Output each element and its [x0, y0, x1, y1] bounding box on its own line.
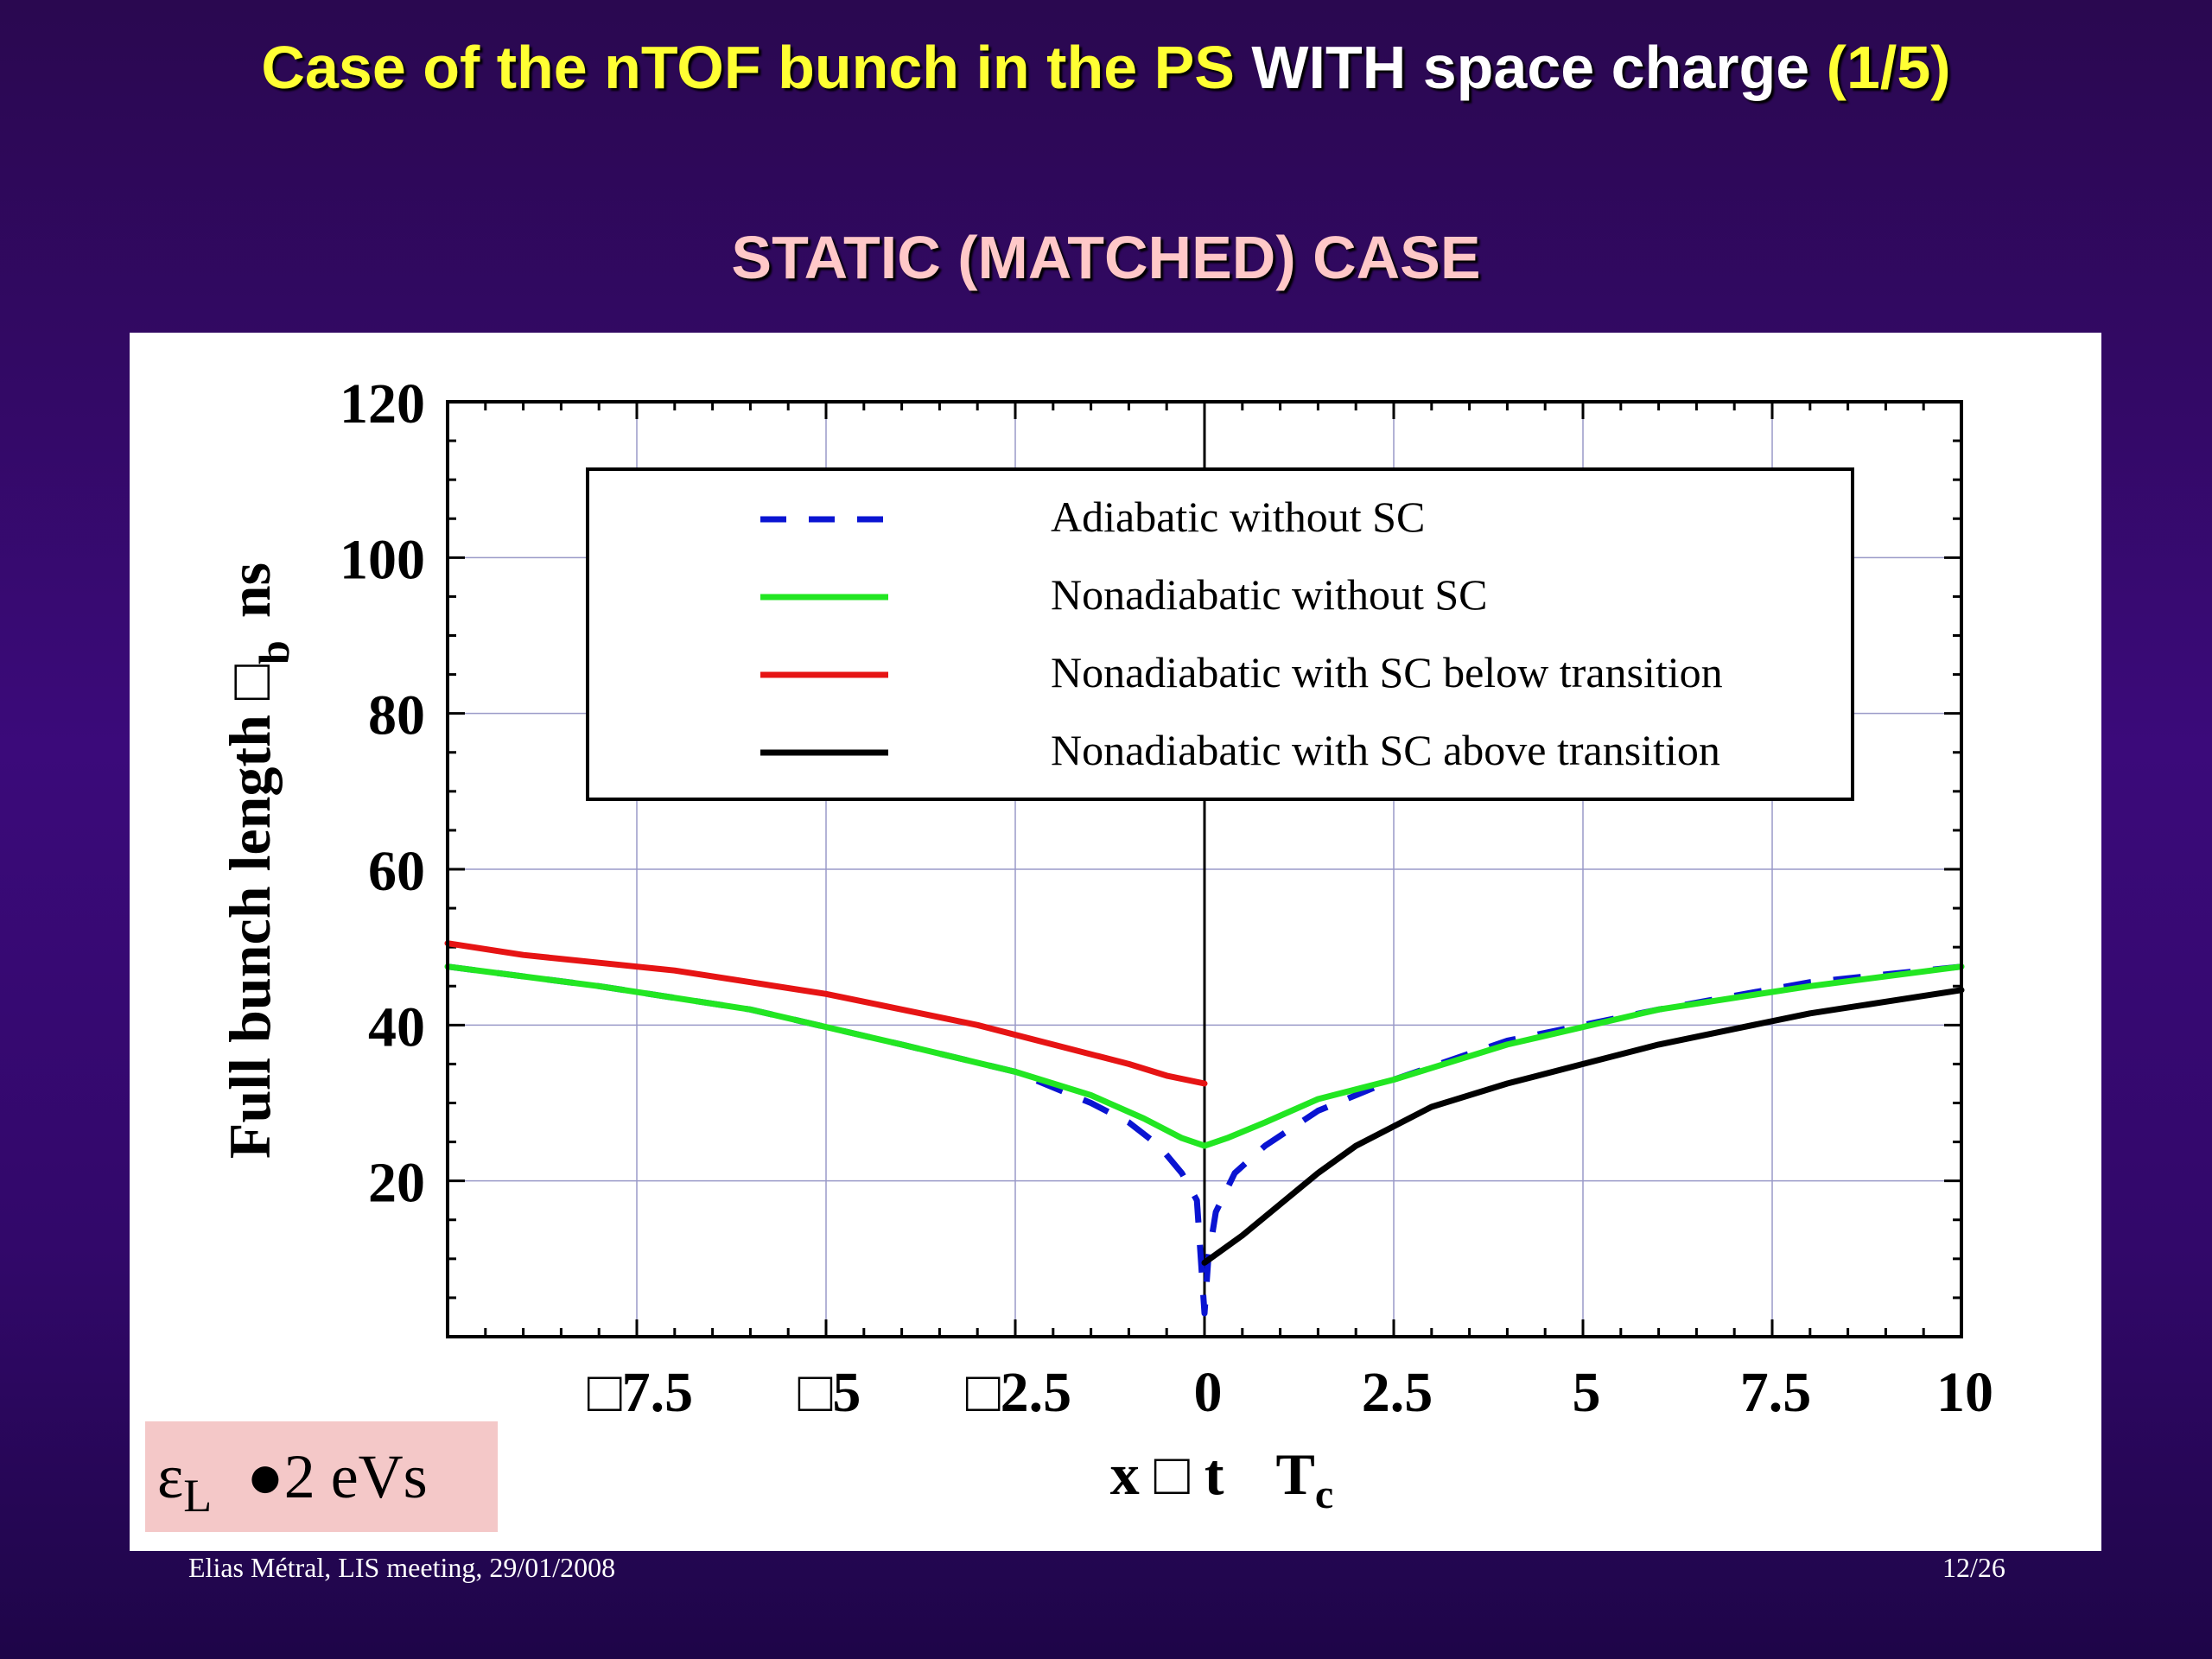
- x-tick-label: 0: [1194, 1361, 1223, 1424]
- emittance-symbol: ε: [157, 1441, 184, 1511]
- legend-box: [586, 467, 1854, 801]
- legend-label: Nonadiabatic with SC above transition: [1051, 726, 1720, 774]
- bunch-length-chart: Adiabatic without SC Nonadiabatic without…: [217, 372, 1993, 1517]
- slide-title: Case of the nTOF bunch in the PS WITH sp…: [0, 33, 2212, 102]
- footer-author: Elias Métral, LIS meeting, 29/01/2008: [188, 1552, 616, 1583]
- x-tick-label: □5: [798, 1361, 861, 1424]
- emittance-subscript: L: [183, 1470, 213, 1522]
- y-tick-label: 100: [340, 528, 425, 591]
- legend-label: Adiabatic without SC: [1051, 493, 1425, 541]
- slide-title-part1: Case of the nTOF bunch in the PS: [261, 34, 1235, 101]
- series-line-above: [1201, 987, 1965, 1266]
- x-tick-label: 5: [1573, 1361, 1601, 1424]
- chart-panel: Adiabatic without SC Nonadiabatic without…: [130, 333, 2101, 1551]
- series-line-nonadiabatic: [444, 963, 1965, 1149]
- y-axis-label: Full bunch length □bns: [217, 563, 298, 1159]
- y-tick-label: 40: [368, 995, 425, 1058]
- footer-page-number: 12/26: [1942, 1552, 2005, 1583]
- y-tick-label: 120: [340, 372, 425, 435]
- slide-title-part3: (1/5): [1826, 34, 1951, 101]
- x-tick-label: 7.5: [1740, 1361, 1812, 1424]
- x-tick-label: □7.5: [588, 1361, 693, 1424]
- x-tick-label: 2.5: [1362, 1361, 1433, 1424]
- slide-subtitle: STATIC (MATCHED) CASE: [731, 224, 1481, 291]
- emittance-value: ●2 eVs: [246, 1441, 428, 1511]
- x-axis-label: x □ t Tc: [1110, 1441, 1333, 1517]
- emittance-box: ε L ●2 eVs: [145, 1421, 498, 1532]
- legend-label: Nonadiabatic without SC: [1051, 570, 1488, 619]
- x-tick-label: 10: [1936, 1361, 1993, 1424]
- y-tick-label: 20: [368, 1152, 425, 1215]
- x-tick-label: □2.5: [966, 1361, 1071, 1424]
- plot-frame: [446, 400, 1963, 1338]
- series-line-below: [444, 940, 1208, 1087]
- y-tick-label: 60: [368, 840, 425, 903]
- slide-title-part2: WITH space charge: [1251, 34, 1810, 101]
- y-tick-label: 80: [368, 684, 425, 747]
- legend-label: Nonadiabatic with SC below transition: [1051, 648, 1723, 696]
